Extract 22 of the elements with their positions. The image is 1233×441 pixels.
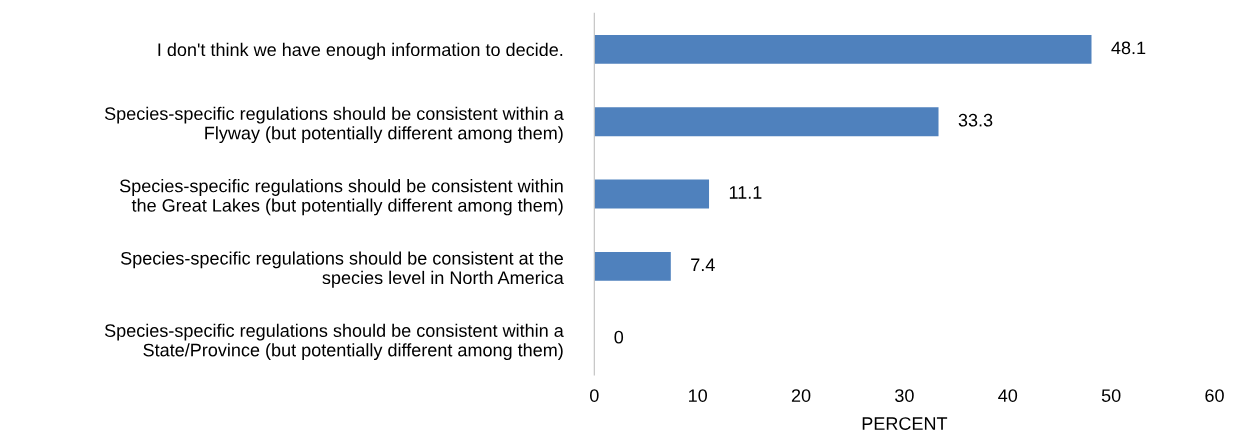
x-tick-label: 0 [589, 389, 599, 402]
x-tick-label: 40 [998, 389, 1018, 402]
data-label: 11.1 [729, 186, 762, 199]
x-tick-label: 20 [791, 389, 811, 402]
x-tick-label: 60 [1205, 389, 1224, 402]
data-label: 33.3 [958, 113, 993, 127]
data-label: 48.1 [1111, 41, 1146, 55]
bar [594, 107, 939, 137]
data-label: 0 [614, 330, 624, 344]
y-tick-label: Species-specific regulations should be consistent within a Flyway (but potentially different among them) [104, 106, 564, 144]
y-tick-label: Species-specific regulations should be consistent within a State/Province (but potentially different among them) [104, 323, 564, 361]
bar [594, 34, 1092, 64]
x-tick-label: 10 [689, 389, 708, 402]
x-axis-title: PERCENT [862, 417, 948, 430]
data-label: 7.4 [691, 258, 715, 272]
bar [594, 251, 671, 281]
x-tick-label: 30 [895, 389, 914, 402]
y-tick-label: Species-specific regulations should be consistent at the species level in North America [120, 251, 564, 288]
bar [594, 179, 710, 209]
x-tick-label: 50 [1101, 389, 1121, 402]
y-tick-label: Species-specific regulations should be consistent within the Great Lakes (but potentially different among them) [119, 179, 563, 216]
y-tick-label: I don't think we have enough information to decide. [158, 42, 563, 60]
